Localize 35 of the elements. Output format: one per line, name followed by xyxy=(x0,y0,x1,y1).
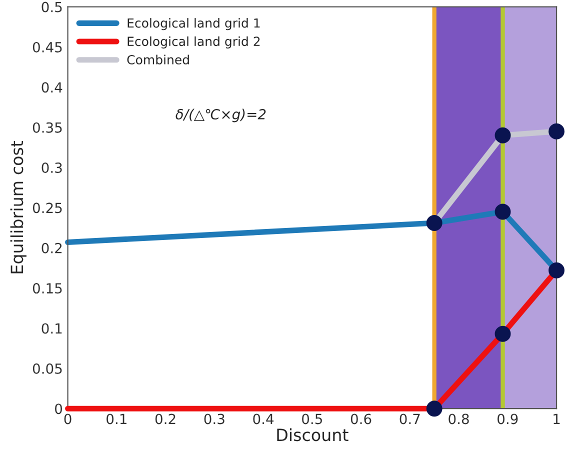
point xyxy=(494,326,511,342)
y-tick-label: 0.25 xyxy=(32,202,62,214)
point xyxy=(494,204,511,220)
y-tick-label: 0.1 xyxy=(42,323,62,334)
x-tick-label: 0.2 xyxy=(155,414,176,424)
point xyxy=(426,214,442,231)
y-tick-label: 0.45 xyxy=(32,42,62,52)
x-axis-title: Discount xyxy=(277,428,348,442)
legend-label: Combined xyxy=(127,54,189,64)
point xyxy=(426,400,442,417)
x-tick-label: 0.1 xyxy=(106,414,126,424)
y-tick-label: 0 xyxy=(55,404,62,414)
y-tick-label: 0.35 xyxy=(32,122,62,133)
point xyxy=(494,127,511,144)
y-tick-label: 0.3 xyxy=(42,162,62,173)
y-tick-label: 0.4 xyxy=(42,82,62,93)
point xyxy=(548,262,565,278)
x-tick-label: 0.8 xyxy=(448,414,469,424)
y-tick-label: 0.5 xyxy=(42,2,62,12)
x-tick-label: 0.4 xyxy=(253,414,274,424)
x-tick-label: 0.7 xyxy=(400,414,420,424)
y-tick-label: 0.2 xyxy=(42,242,62,254)
x-tick-label: 0.9 xyxy=(498,414,518,424)
y-axis-title: Equilibrium cost xyxy=(10,140,26,274)
x-tick-label: 0.3 xyxy=(204,414,224,424)
y-tick-label: 0.15 xyxy=(32,283,62,294)
x-tick-label: 0.5 xyxy=(302,414,322,424)
x-tick-label: 0.6 xyxy=(350,414,372,424)
annotation: δ/(△℃×g)=2 xyxy=(176,108,266,122)
legend-label: Ecological land grid 2 xyxy=(128,36,260,49)
x-tick-label: 0 xyxy=(64,414,72,424)
y-tick-label: 0.05 xyxy=(32,363,62,374)
legend-label: Ecological land grid 1 xyxy=(128,18,260,30)
x-tick-label: 1 xyxy=(554,414,560,424)
point xyxy=(548,123,565,140)
